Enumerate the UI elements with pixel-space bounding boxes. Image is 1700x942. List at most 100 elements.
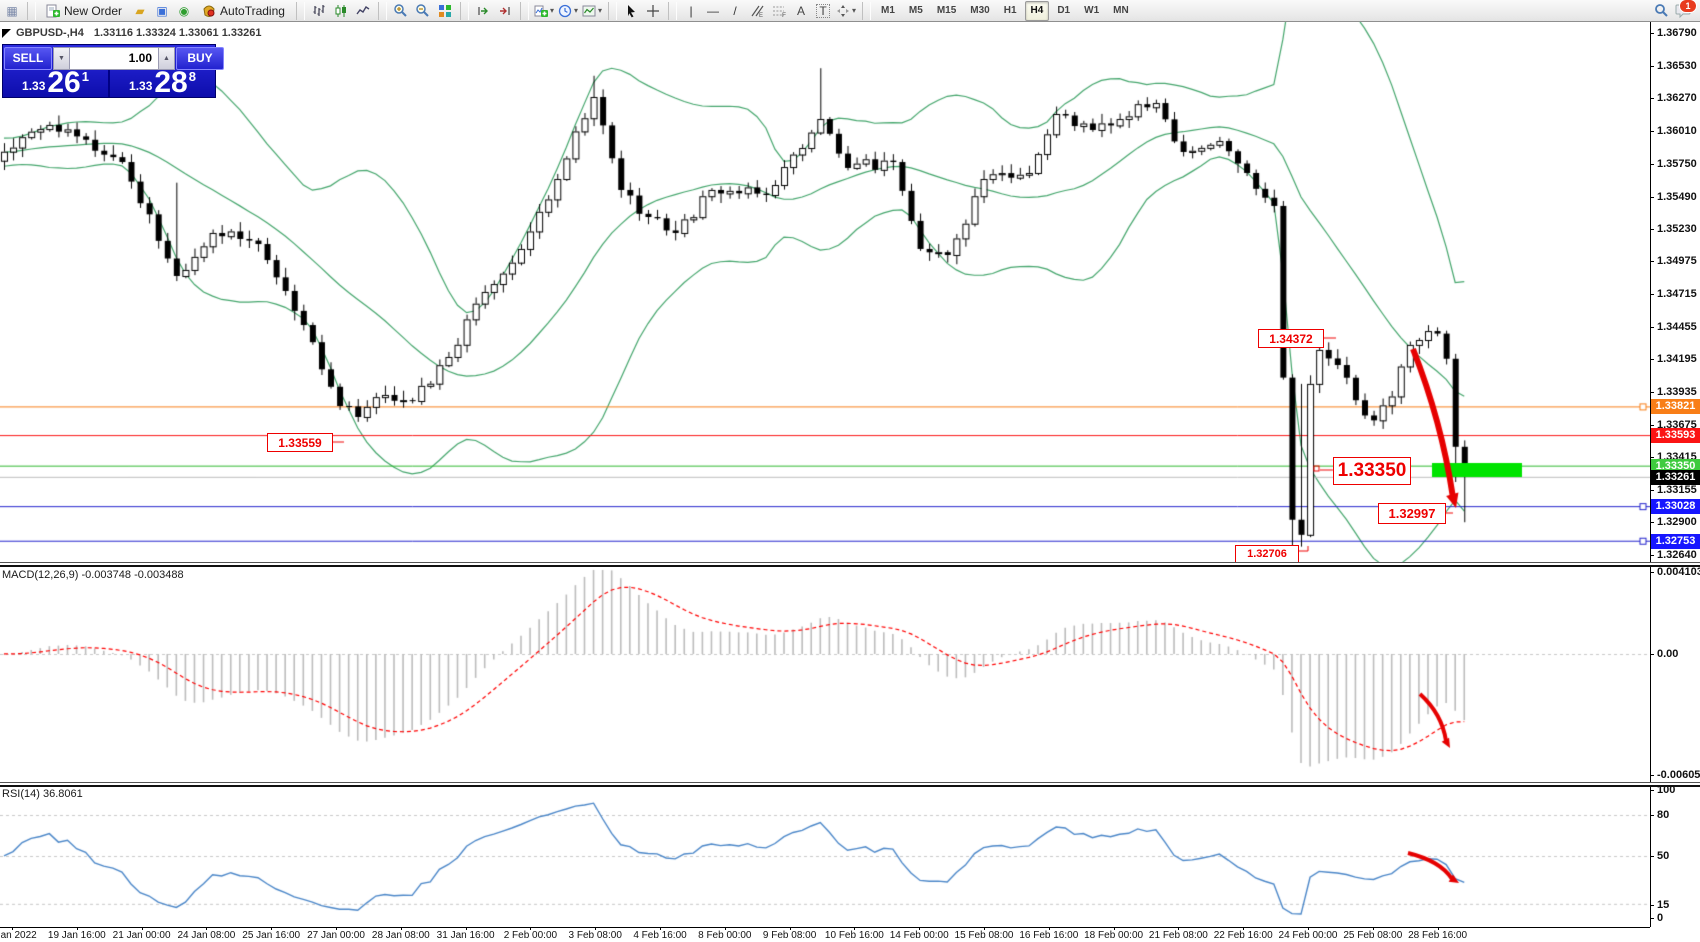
signals-icon[interactable]: ◉ bbox=[178, 3, 190, 18]
time-tick-mark bbox=[206, 927, 208, 930]
timeframe-button-m5[interactable]: M5 bbox=[908, 5, 923, 16]
zoom-in-icon[interactable] bbox=[391, 1, 411, 21]
toolbar-separator bbox=[459, 1, 469, 20]
time-tick-mark bbox=[1178, 927, 1180, 930]
time-tick-mark bbox=[141, 927, 143, 930]
toolbar-separator bbox=[295, 1, 305, 20]
time-tick-mark bbox=[530, 927, 532, 930]
timeframe-button-m30[interactable]: M30 bbox=[970, 5, 990, 16]
time-tick-label: 3 Feb 08:00 bbox=[568, 930, 622, 941]
fibonacci-icon[interactable]: F bbox=[769, 1, 789, 21]
pane-separator-rsi[interactable] bbox=[0, 782, 1700, 787]
equidistant-channel-icon[interactable]: E bbox=[747, 1, 767, 21]
time-tick-mark bbox=[1308, 927, 1309, 930]
price-axis-area[interactable] bbox=[1651, 22, 1700, 927]
price-level-annotation[interactable]: 1.32997 bbox=[1378, 503, 1446, 524]
tile-windows-icon[interactable] bbox=[435, 1, 455, 21]
toolbar-separator bbox=[668, 1, 677, 20]
time-tick-label: 22 Feb 16:00 bbox=[1213, 930, 1273, 941]
time-tick-mark bbox=[660, 927, 661, 930]
time-tick-mark bbox=[271, 927, 273, 930]
timeframe-button-m15[interactable]: M15 bbox=[936, 5, 957, 16]
trendline-icon[interactable]: / bbox=[733, 3, 737, 18]
timeframe-button-h1[interactable]: H1 bbox=[1003, 5, 1017, 16]
timeframe-toolbar: M1 M5 M15 M30 H1 H4 D1 W1 MN bbox=[874, 0, 1136, 21]
timeframe-button-d1[interactable]: D1 bbox=[1057, 5, 1071, 16]
sell-price-small: 1.33 bbox=[22, 79, 46, 93]
toolbar-separator bbox=[377, 1, 387, 20]
time-axis-line bbox=[0, 927, 1650, 928]
price-level-annotation[interactable]: 1.32706 bbox=[1235, 545, 1299, 563]
time-tick-label: 31 Jan 16:00 bbox=[436, 930, 495, 941]
autotrading-button[interactable]: AutoTrading bbox=[196, 1, 291, 21]
toolbar-separator bbox=[519, 1, 529, 20]
arrows-shapes-icon[interactable]: ▾ bbox=[835, 1, 857, 21]
time-tick-mark bbox=[724, 927, 726, 930]
toolbar-right: 1 bbox=[1650, 0, 1700, 21]
time-tick-mark bbox=[336, 927, 337, 930]
buy-button[interactable]: BUY bbox=[176, 46, 224, 70]
pane-separator-macd[interactable] bbox=[0, 562, 1700, 567]
time-tick-label: 14 Feb 00:00 bbox=[889, 930, 949, 941]
candlestick-chart-icon[interactable] bbox=[331, 1, 351, 21]
history-book-icon[interactable]: ▰ bbox=[135, 3, 145, 18]
time-tick-label: 18 Feb 00:00 bbox=[1084, 930, 1144, 941]
timeframe-button-h4[interactable]: H4 bbox=[1024, 0, 1050, 21]
cursor-icon[interactable] bbox=[621, 1, 641, 21]
time-tick-label: 25 Feb 08:00 bbox=[1343, 930, 1403, 941]
line-chart-icon[interactable] bbox=[353, 1, 373, 21]
svg-text:E: E bbox=[759, 13, 763, 18]
terminal-icon[interactable]: ▣ bbox=[156, 3, 168, 18]
time-tick-label: 19 Jan 16:00 bbox=[47, 930, 106, 941]
price-level-annotation[interactable]: 1.34372 bbox=[1258, 329, 1324, 348]
buy-price-big: 28 bbox=[154, 66, 188, 99]
time-tick-label: 4 Feb 16:00 bbox=[633, 930, 687, 941]
buy-price-small: 1.33 bbox=[129, 79, 153, 93]
sell-price-sup: 1 bbox=[81, 69, 89, 84]
chart-shift-icon[interactable] bbox=[495, 1, 515, 21]
time-tick-label: 8 Feb 00:00 bbox=[698, 930, 752, 941]
timeframe-button-mn[interactable]: MN bbox=[1113, 5, 1129, 16]
time-tick-mark bbox=[984, 927, 985, 930]
price-level-annotation[interactable]: 1.33559 bbox=[267, 433, 333, 452]
crosshair-icon[interactable] bbox=[643, 1, 663, 21]
time-tick-mark bbox=[595, 927, 597, 930]
volume-decrease-button[interactable]: ▼ bbox=[53, 46, 70, 70]
one-click-collapse-icon[interactable] bbox=[2, 29, 11, 38]
auto-scroll-icon[interactable] bbox=[473, 1, 493, 21]
time-tick-mark bbox=[1437, 927, 1439, 930]
time-tick-mark bbox=[465, 927, 467, 930]
time-axis[interactable]: 8 Jan 2022 19 Jan 16:00 21 Jan 00:00 24 Jan… bbox=[0, 927, 1700, 942]
time-tick-label: 2 Feb 00:00 bbox=[503, 930, 558, 941]
text-icon[interactable]: A bbox=[796, 3, 805, 18]
search-icon[interactable] bbox=[1651, 1, 1671, 21]
window-chart-icon[interactable]: ▦ bbox=[6, 3, 18, 18]
sell-button[interactable]: SELL bbox=[4, 46, 52, 70]
buy-price-sup: 8 bbox=[188, 69, 196, 84]
new-order-button[interactable]: New Order bbox=[40, 1, 128, 21]
vertical-line-icon[interactable]: | bbox=[689, 3, 693, 18]
notifications-icon[interactable]: 1 bbox=[1673, 0, 1697, 21]
timeframe-button-m1[interactable]: M1 bbox=[881, 5, 895, 16]
time-tick-label: 8 Jan 2022 bbox=[0, 930, 37, 941]
templates-icon[interactable]: ▾ bbox=[581, 1, 603, 21]
timeframe-button-w1[interactable]: W1 bbox=[1084, 5, 1100, 16]
macd-indicator-label: MACD(12,26,9) -0.003748 -0.003488 bbox=[2, 569, 184, 581]
bar-chart-icon[interactable] bbox=[309, 1, 329, 21]
time-tick-mark bbox=[854, 927, 856, 930]
main-toolbar: ▦ New Order ▰ ▣ ◉ AutoTrading ▾ ▾ ▾ | — / E F A T ▾ M1 M5… bbox=[0, 0, 1700, 22]
periods-icon[interactable]: ▾ bbox=[557, 1, 579, 21]
horizontal-line-icon[interactable]: — bbox=[707, 3, 719, 18]
text-label-icon[interactable]: T bbox=[813, 1, 833, 21]
volume-increase-button[interactable]: ▲ bbox=[158, 46, 175, 70]
time-tick-label: 10 Feb 16:00 bbox=[824, 930, 884, 941]
indicators-icon[interactable]: ▾ bbox=[533, 1, 555, 21]
sell-price[interactable]: 1.33 26 1 bbox=[3, 68, 108, 98]
time-tick-label: 24 Jan 08:00 bbox=[177, 930, 236, 941]
price-level-annotation[interactable]: 1.33350 bbox=[1333, 457, 1411, 485]
rsi-indicator-label: RSI(14) 36.8061 bbox=[2, 788, 83, 800]
time-tick-label: 16 Feb 16:00 bbox=[1019, 930, 1079, 941]
buy-price[interactable]: 1.33 28 8 bbox=[110, 66, 215, 99]
volume-input[interactable] bbox=[70, 46, 158, 70]
zoom-out-icon[interactable] bbox=[413, 1, 433, 21]
